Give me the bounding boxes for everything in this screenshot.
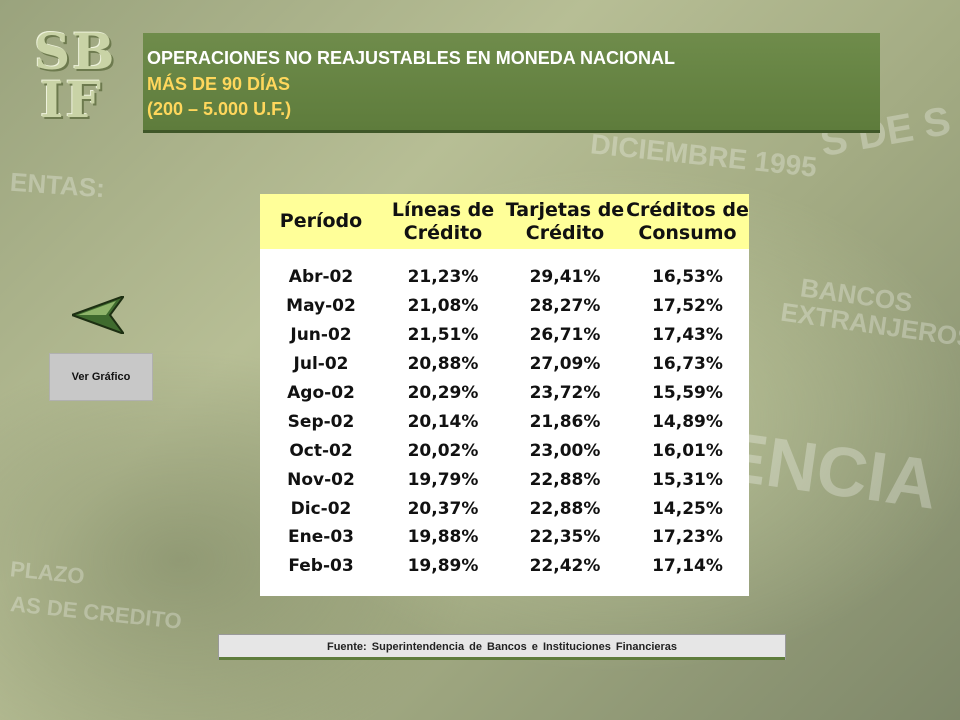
table-cell: 23,72% xyxy=(529,383,601,403)
table-cell: 16,73% xyxy=(652,354,723,375)
table-cell: Jul-02 xyxy=(293,354,349,375)
page-title: OPERACIONES NO REAJUSTABLES EN MONEDA NA… xyxy=(147,48,676,68)
table-row: Oct-02 20,02% 23,00% 16,01% xyxy=(260,436,749,465)
table-cell: Abr-02 xyxy=(288,267,354,288)
table-cell: 22,35% xyxy=(529,527,601,548)
table-cell: Oct-02 xyxy=(289,440,353,461)
table-row: May-02 21,08% 28,27% 17,52% xyxy=(260,292,749,321)
table-cell: 21,51% xyxy=(407,325,479,346)
table-cell: 29,41% xyxy=(529,267,601,288)
table-cell: 22,88% xyxy=(529,498,601,519)
table-cell: 27,09% xyxy=(529,354,601,375)
table-cell: 21,23% xyxy=(407,267,479,288)
sbif-logo: SB IF xyxy=(34,22,134,129)
title-banner: OPERACIONES NO REAJUSTABLES EN MONEDA NA… xyxy=(143,33,880,130)
table-cell: Jun-02 xyxy=(290,325,352,346)
table-cell: Ago-02 xyxy=(287,383,355,403)
table-header-row: Período Líneas de Crédito Tarjetas de Crédit… xyxy=(260,194,749,249)
table-cell: 14,89% xyxy=(652,411,723,432)
ver-grafico-button[interactable]: Ver Gráfico xyxy=(49,353,153,401)
header-creditos-consumo: Créditos de Consumo xyxy=(626,194,749,249)
rates-table: Período Líneas de Crédito Tarjetas de Crédit… xyxy=(260,194,749,596)
table-cell: 17,52% xyxy=(652,296,723,317)
header-periodo: Período xyxy=(260,194,382,249)
page-subtitle: MÁS DE 90 DÍAS xyxy=(147,74,291,94)
table-cell: 21,86% xyxy=(529,411,601,432)
table-cell: 28,27% xyxy=(529,296,601,317)
table-row: Dic-02 20,37% 22,88% 14,25% xyxy=(260,494,749,523)
table-cell: Dic-02 xyxy=(290,498,352,519)
page-range: (200 – 5.000 U.F.) xyxy=(147,99,292,119)
table-row: Ene-03 19,88% 22,35% 17,23% xyxy=(260,523,749,552)
table-cell: 20,88% xyxy=(407,354,479,375)
table-cell: 26,71% xyxy=(529,325,601,346)
table-cell: 20,14% xyxy=(407,411,479,432)
table-cell: 17,43% xyxy=(652,325,723,346)
table-cell: Nov-02 xyxy=(287,469,355,490)
table-cell: May-02 xyxy=(286,296,356,317)
table-row: Abr-02 21,23% 29,41% 16,53% xyxy=(260,263,749,292)
table-row: Sep-02 20,14% 21,86% 14,89% xyxy=(260,407,749,436)
table-cell: 22,88% xyxy=(529,469,601,490)
logo-line-1: SB xyxy=(34,22,117,81)
table-cell: Feb-03 xyxy=(288,556,354,577)
table-cell: 16,01% xyxy=(652,440,723,461)
table-row: Feb-03 19,89% 22,42% 17,14% xyxy=(260,552,749,581)
table-cell: 19,79% xyxy=(407,469,479,490)
table-cell: 21,08% xyxy=(407,296,479,317)
table-cell: 22,42% xyxy=(529,556,601,577)
back-arrow-icon[interactable] xyxy=(72,296,124,334)
table-cell: 20,02% xyxy=(407,440,479,461)
source-note: Fuente: Superintendencia de Bancos e Ins… xyxy=(218,634,786,660)
table-cell: Sep-02 xyxy=(287,411,355,432)
table-spacer-row xyxy=(260,249,749,263)
table-cell: 15,31% xyxy=(652,469,723,490)
table-row: Ago-02 20,29% 23,72% 15,59% xyxy=(260,379,749,408)
table-cell: 16,53% xyxy=(652,267,723,288)
table-cell: 19,88% xyxy=(407,527,479,548)
table-cell: 23,00% xyxy=(529,440,601,461)
table-cell: 20,29% xyxy=(407,383,479,403)
header-lineas-credito: Líneas de Crédito xyxy=(382,194,504,249)
logo-line-2: IF xyxy=(40,70,103,129)
header-tarjetas-credito: Tarjetas de Crédito xyxy=(504,194,626,249)
table-cell: 19,89% xyxy=(407,556,479,577)
table-row: Jun-02 21,51% 26,71% 17,43% xyxy=(260,321,749,350)
table-cell: 15,59% xyxy=(652,383,723,403)
table-cell: 17,14% xyxy=(652,556,723,577)
table-cell: Ene-03 xyxy=(288,527,354,548)
table-cell: 17,23% xyxy=(652,527,723,548)
table-cell: 20,37% xyxy=(407,498,479,519)
table-cell: 14,25% xyxy=(652,498,723,519)
table-row: Jul-02 20,88% 27,09% 16,73% xyxy=(260,350,749,379)
table-row: Nov-02 19,79% 22,88% 15,31% xyxy=(260,465,749,494)
